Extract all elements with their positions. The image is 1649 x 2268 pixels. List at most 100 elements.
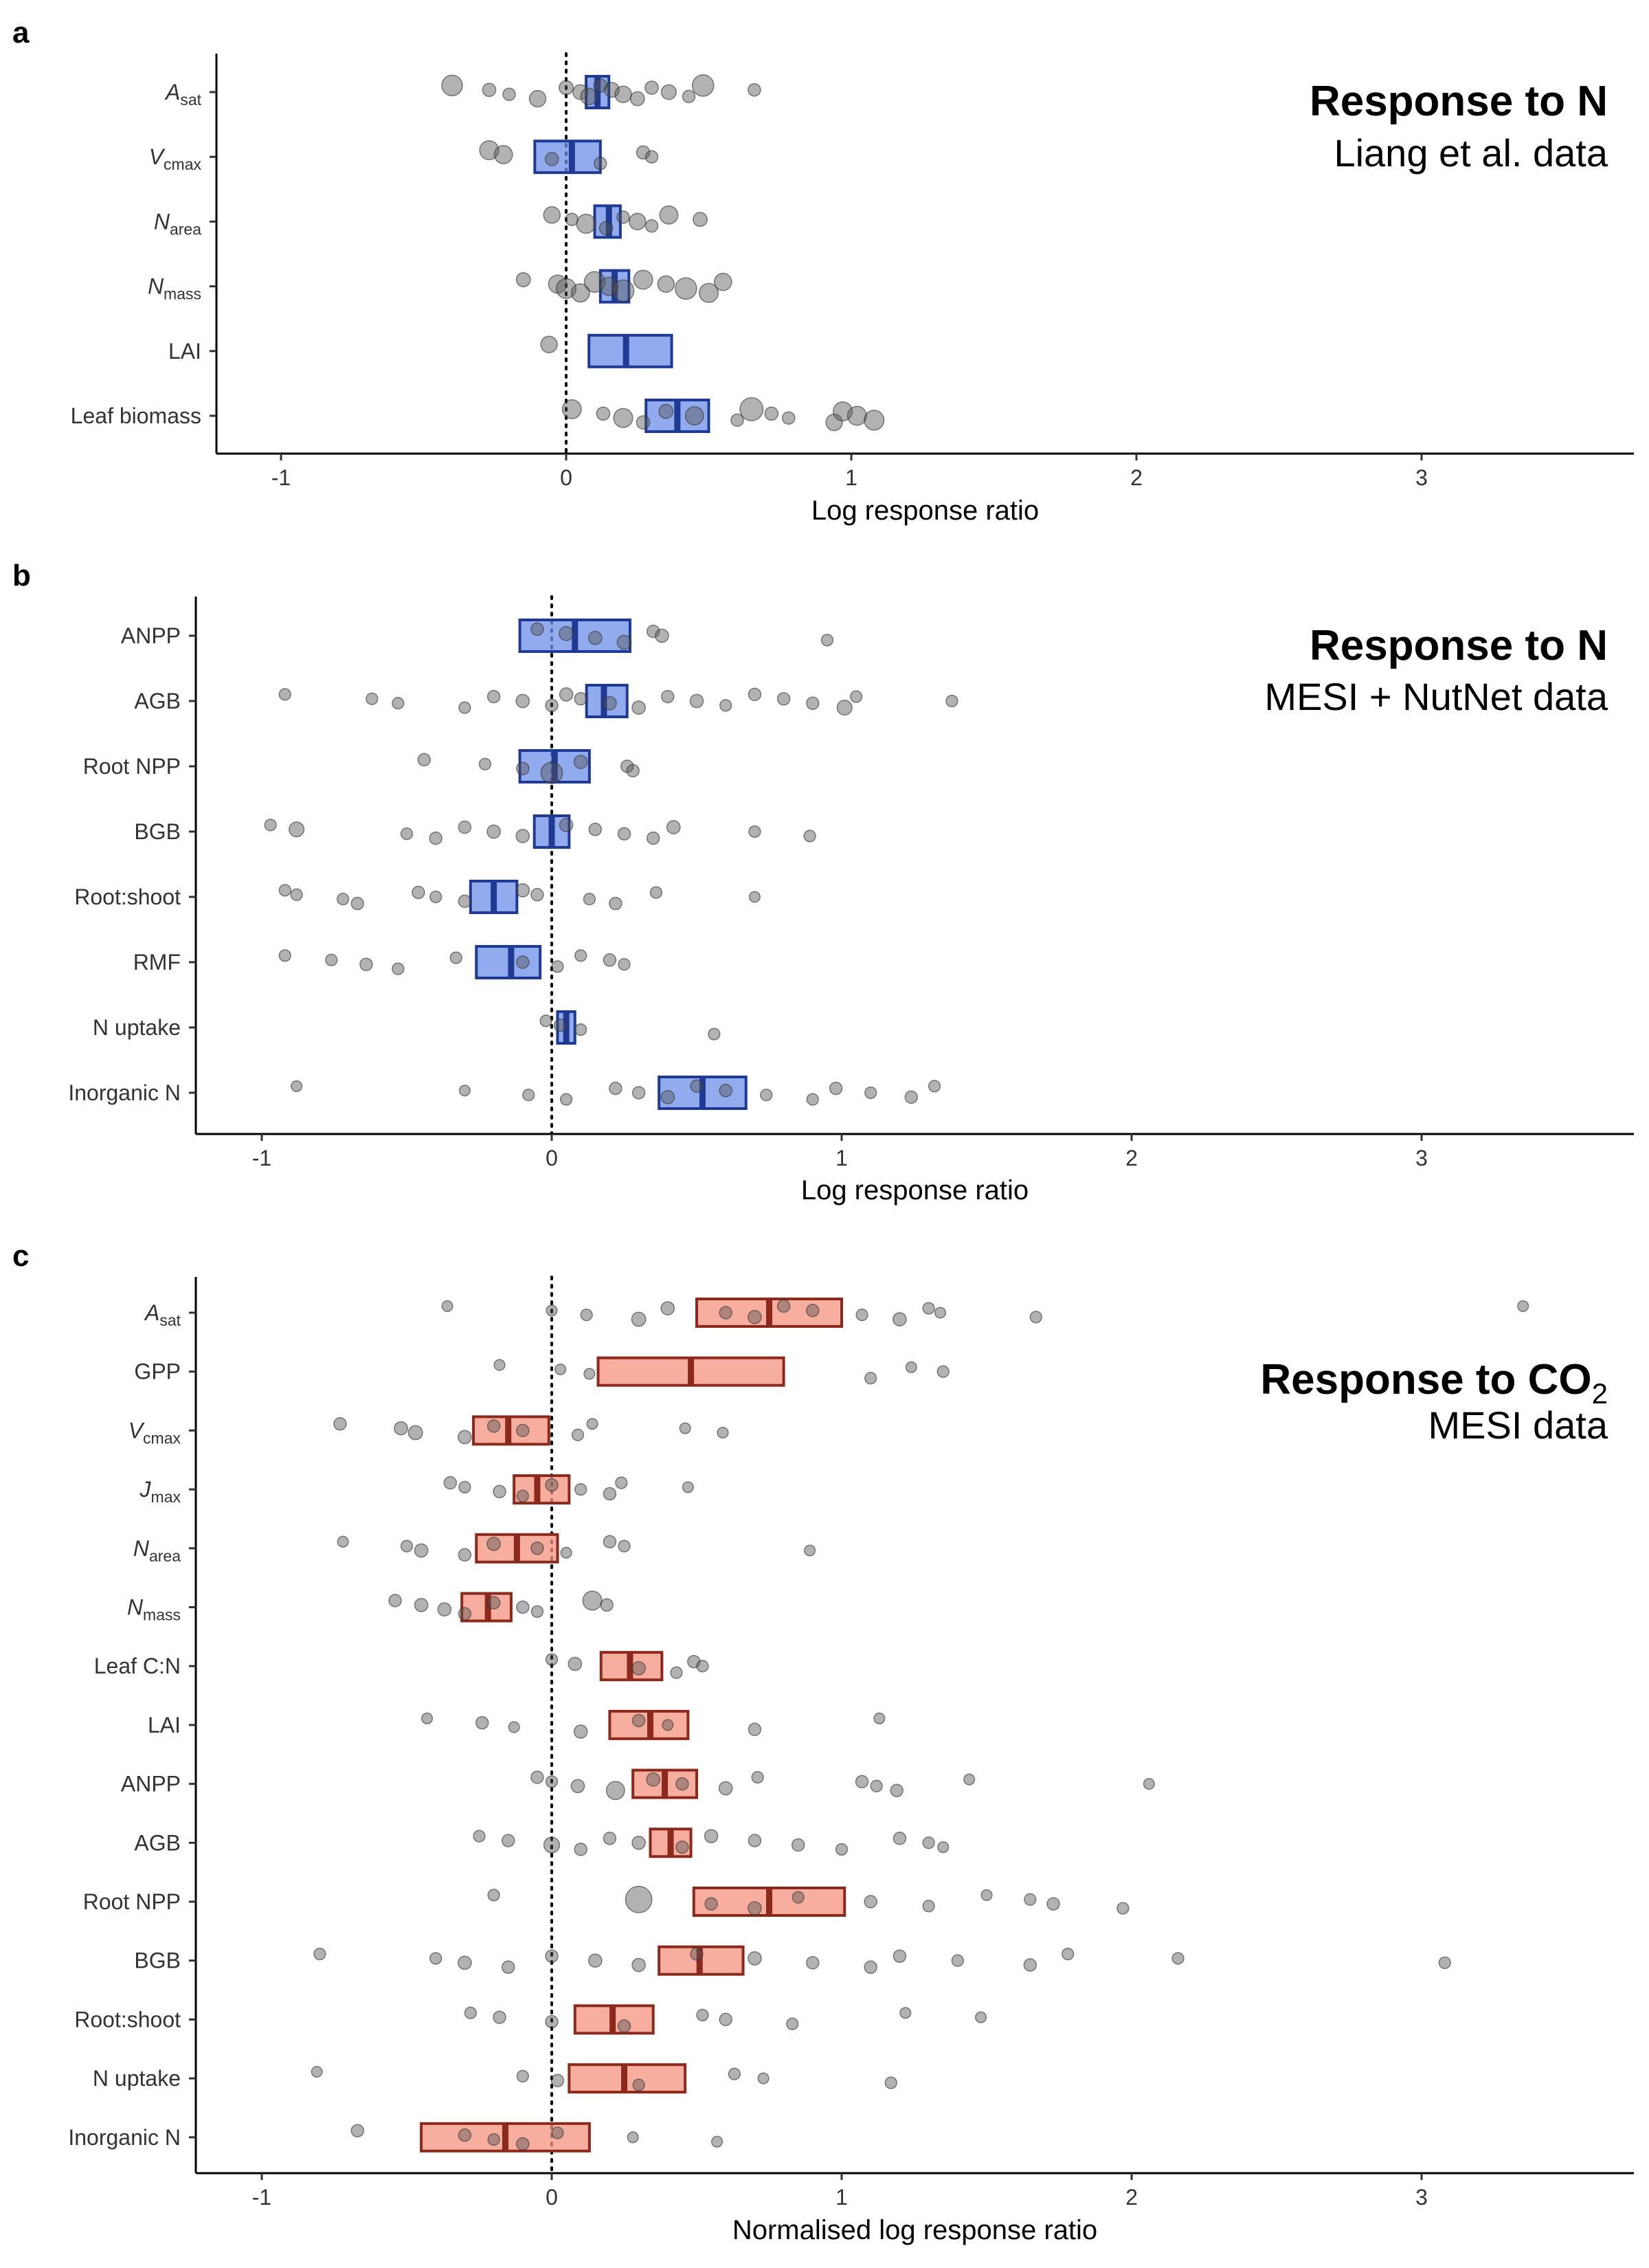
data-point: [644, 150, 659, 164]
data-point: [661, 689, 675, 704]
data-point: [593, 78, 608, 93]
x-tick-label: 2: [1125, 2185, 1138, 2210]
category-label-text: V: [149, 144, 166, 169]
data-point: [278, 949, 291, 962]
data-point: [904, 1090, 919, 1104]
data-point: [544, 152, 559, 166]
data-point: [675, 1840, 689, 1854]
category-label: Leaf C:N: [94, 1654, 181, 1678]
data-point: [1438, 1956, 1451, 1970]
data-point: [583, 1368, 596, 1380]
data-point: [719, 2012, 732, 2027]
data-point: [545, 1653, 559, 1666]
data-point: [614, 85, 632, 103]
data-point: [458, 2128, 472, 2142]
data-point: [633, 269, 653, 290]
data-point: [568, 1656, 583, 1671]
x-tick-label: 1: [835, 2185, 848, 2210]
panel-title: Response to CO2: [1260, 1356, 1608, 1410]
category-label-text: Inorganic N: [68, 2125, 181, 2150]
data-point: [937, 1841, 950, 1854]
data-point: [713, 272, 732, 291]
category-label-subscript: sat: [159, 1311, 181, 1329]
category-label: LAI: [168, 339, 201, 364]
data-point: [574, 692, 587, 706]
data-point: [414, 1543, 429, 1558]
panel-c: c -1 0 1 2 3 Normalised log response ratio Resp…: [12, 1239, 1634, 2245]
data-point: [631, 1713, 646, 1728]
data-point: [609, 1081, 622, 1096]
category-label-text: AGB: [134, 1830, 181, 1855]
data-point: [893, 1949, 907, 1964]
data-point: [631, 1957, 646, 1972]
category-label: Root:shoot: [74, 2007, 181, 2032]
data-point: [580, 1309, 593, 1322]
data-point: [922, 1836, 935, 1849]
data-point: [631, 700, 646, 715]
iqr-box: [533, 140, 602, 175]
data-point: [429, 1952, 442, 1965]
panel-letter: b: [12, 559, 31, 592]
x-tick-label: 2: [1130, 465, 1143, 490]
category-label: BGB: [134, 819, 181, 844]
data-point: [1171, 1952, 1185, 1965]
data-point: [739, 397, 764, 421]
data-point: [1143, 1778, 1155, 1790]
data-point: [545, 698, 559, 713]
data-point: [414, 1597, 429, 1612]
category-label: ANPP: [121, 623, 181, 648]
data-point: [516, 1489, 529, 1502]
category-label-text: N uptake: [93, 1015, 181, 1040]
data-point: [849, 690, 863, 703]
data-point: [644, 219, 659, 233]
data-point: [290, 888, 303, 901]
data-point: [486, 1596, 501, 1610]
data-point: [760, 1089, 773, 1102]
data-point: [806, 1304, 820, 1318]
data-point: [1029, 1311, 1042, 1324]
data-point: [632, 2078, 645, 2091]
data-point: [582, 1590, 603, 1611]
category-label-text: A: [144, 1300, 159, 1325]
category-label-text: BGB: [134, 819, 181, 844]
x-tick-label: 3: [1415, 2185, 1428, 2210]
data-point: [791, 1838, 805, 1852]
data-point: [493, 145, 513, 164]
data-point: [550, 2074, 565, 2088]
data-point: [617, 827, 631, 841]
data-point: [289, 821, 305, 838]
data-point: [570, 1779, 585, 1794]
category-label-subscript: mass: [143, 1606, 181, 1624]
data-point: [543, 206, 561, 224]
data-point: [890, 1783, 904, 1797]
data-point: [675, 1777, 689, 1791]
data-point: [350, 2124, 365, 2137]
data-point: [748, 83, 761, 97]
data-point: [458, 1607, 472, 1621]
data-point: [588, 823, 603, 836]
data-point: [864, 1960, 877, 1975]
data-point: [464, 2006, 477, 2019]
category-label: ANPP: [121, 1772, 181, 1797]
data-point: [684, 406, 704, 425]
data-point: [545, 1478, 559, 1492]
data-point: [806, 1956, 820, 1970]
data-point: [613, 408, 633, 428]
data-point: [545, 1775, 559, 1788]
x-tick-label: -1: [252, 2185, 271, 2210]
data-point: [1517, 1300, 1529, 1312]
data-point: [545, 2014, 559, 2029]
x-tick-label: 0: [560, 465, 572, 490]
data-point: [934, 1307, 947, 1319]
data-point: [893, 1832, 907, 1845]
data-point: [748, 1901, 762, 1915]
data-point: [482, 82, 497, 98]
data-point: [864, 1086, 877, 1100]
data-point: [603, 82, 620, 98]
data-point: [458, 1548, 472, 1562]
data-point: [975, 2011, 987, 2023]
data-point: [660, 1301, 675, 1315]
data-point: [893, 1312, 907, 1326]
data-point: [855, 1775, 869, 1789]
data-point: [820, 634, 834, 647]
